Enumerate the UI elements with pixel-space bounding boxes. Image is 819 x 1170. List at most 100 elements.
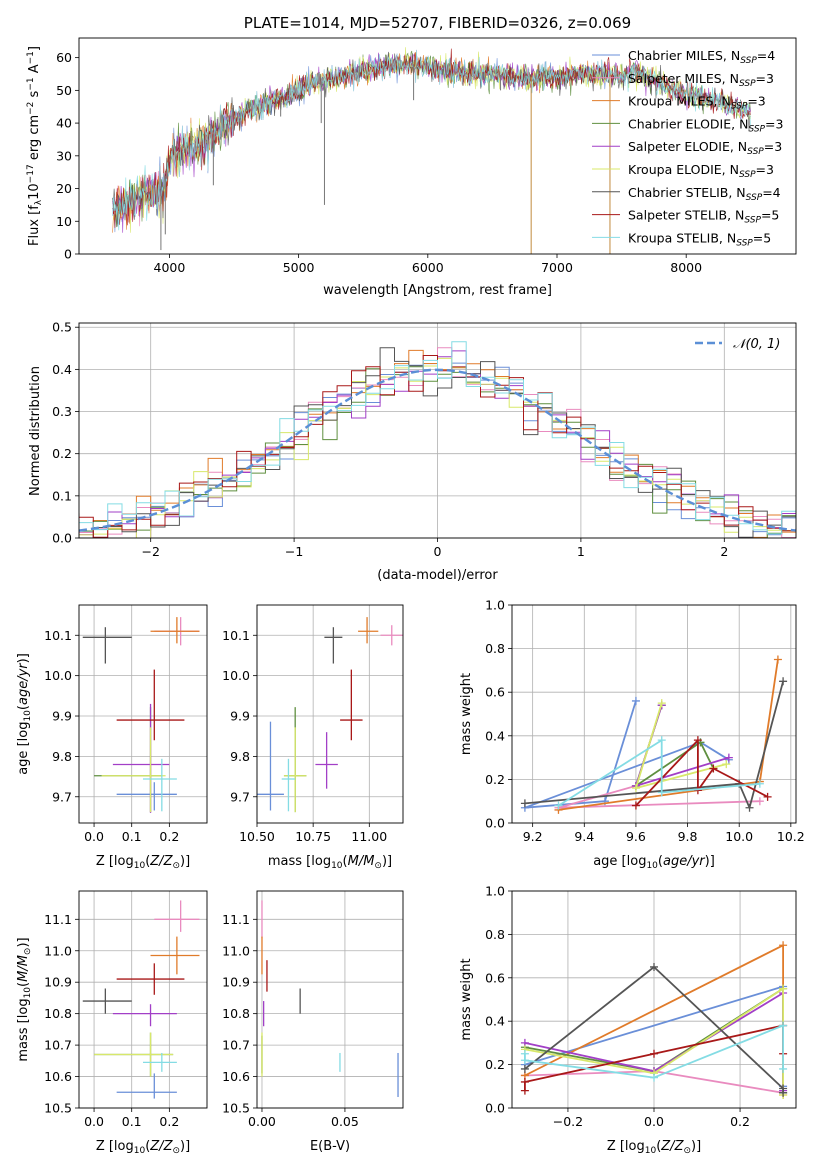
x-tick-label: −2 [141,544,159,559]
y-tick-label: 0.6 [485,685,505,700]
legend-text: Chabrier MILES, N [628,48,740,63]
legend-suffix: =4 [762,185,780,200]
label-part: )] [382,854,392,869]
age_vs_Z-points [82,617,200,813]
y-tick-label: 9.8 [52,749,72,764]
y-tick-label: 10.5 [44,1101,72,1116]
y-tick-label: 20 [56,181,72,196]
label-part: 10 [331,861,343,871]
weight_vs_age-axes: 9.2 9.4 9.6 9.8 10.0 10.2 0.0 0.2 0.4 0.6 0.8 1.0 [485,598,805,845]
y-tick-label: 0.4 [52,362,72,377]
x-tick-label: 8000 [670,260,702,275]
y-tick-label: 0 [64,247,72,262]
x-tick-label: 0.0 [644,1114,664,1129]
label-part: 10 [645,1146,657,1156]
y-tick-label: 0.8 [485,641,505,656]
label-part: s [27,90,42,101]
y-tick-label: 30 [56,148,72,163]
weight-marker [722,760,731,769]
label-part: M/M [16,955,31,982]
label-part: ( [658,854,663,869]
mass_vs_Z-points [82,900,200,1099]
label-part: ⊙ [172,861,180,871]
x-tick-label: 0.2 [159,829,179,844]
label-part: Flux [f [27,205,42,246]
weight-marker [779,677,788,686]
x-axis-label: E(B-V) [310,1139,350,1154]
x-tick-label: 10.75 [295,829,331,844]
y-tick-label: 10.6 [222,1069,250,1084]
label-part: −1 [26,51,36,64]
y-tick-label: 9.9 [52,709,72,724]
weight-marker [631,696,640,705]
y-tick-label: 0.3 [52,404,72,419]
label-part: erg cm [27,115,42,164]
mass_vs_ebv-points [261,900,399,1097]
y-tick-label: 10.5 [222,1101,250,1116]
weight-line [524,681,784,809]
y-tick-label: 60 [56,50,72,65]
weight-marker [779,941,788,950]
legend-sub: SSP [748,124,765,134]
x-axis-label: Z [log10(Z/Z⊙)] [96,1139,190,1156]
y-tick-label: 0.2 [485,1057,505,1072]
y-tick-label: 0.0 [52,531,72,546]
legend-sub: SSP [747,147,764,157]
weight-marker [657,788,666,797]
weight-marker [755,797,764,806]
x-tick-label: 10.2 [777,829,805,844]
weight-marker [520,799,529,808]
y-tick-label: 0.5 [52,320,72,335]
label-part: ⊙ [374,861,382,871]
x-axis-label: (data-model)/error [377,568,498,583]
y-tick-label: 0.1 [52,488,72,503]
legend-sub: SSP [739,170,756,180]
age_vs_mass-grid [256,605,403,823]
weight_vs_age-frame [511,604,797,824]
x-tick-label: 10.0 [725,829,753,844]
weight-line [635,705,730,787]
label-part: −1 [26,77,36,90]
weight-marker [520,1056,529,1065]
label-part: )] [16,653,31,663]
y-tick-label: 11.0 [222,943,250,958]
x-tick-label: 5000 [283,260,315,275]
weight-line [558,659,779,811]
x-tick-label: 1 [577,544,585,559]
weight_vs_age-lines [520,655,788,814]
weight-marker [657,699,666,708]
mass_vs_Z-frame [78,890,208,1109]
y-tick-label: 10.6 [44,1069,72,1084]
legend-suffix: =5 [761,208,779,223]
label-part: ( [145,1139,150,1154]
y-tick-label: 10.0 [222,668,250,683]
y-tick-label: 10 [56,214,72,229]
label-part: 10 [646,861,658,871]
label-part: Z [log [96,854,134,869]
weight-marker [763,792,772,801]
weight-marker [650,1073,658,1082]
x-tick-label: 4000 [154,260,186,275]
y-tick-label: 10.9 [222,975,250,990]
legend-suffix: =3 [765,116,783,131]
y-tick-label: 0.0 [485,816,505,831]
residuals-frame [78,322,797,539]
label-part: 10 [134,1146,146,1156]
legend-suffix: =3 [756,71,774,86]
weight-marker [779,984,788,993]
y-tick-label: 0.8 [485,927,505,942]
x-axis-label: age [log10(age/yr)] [593,854,715,871]
label-part: )] [180,1139,190,1154]
weight_vs_Z-lines [520,941,788,1099]
label-part: ⊙ [23,948,33,956]
legend-text: Salpeter ELODIE, N [628,139,747,154]
x-tick-label: −1 [285,544,303,559]
age_vs_mass-points [257,617,403,813]
y-tick-label: 0.2 [52,446,72,461]
label-part: −2 [26,102,36,115]
weight-marker [693,736,702,745]
legend-suffix: =3 [747,94,765,109]
y-tick-label: 0.2 [485,772,505,787]
label-part: )] [705,854,715,869]
x-tick-label: 0.1 [122,829,142,844]
